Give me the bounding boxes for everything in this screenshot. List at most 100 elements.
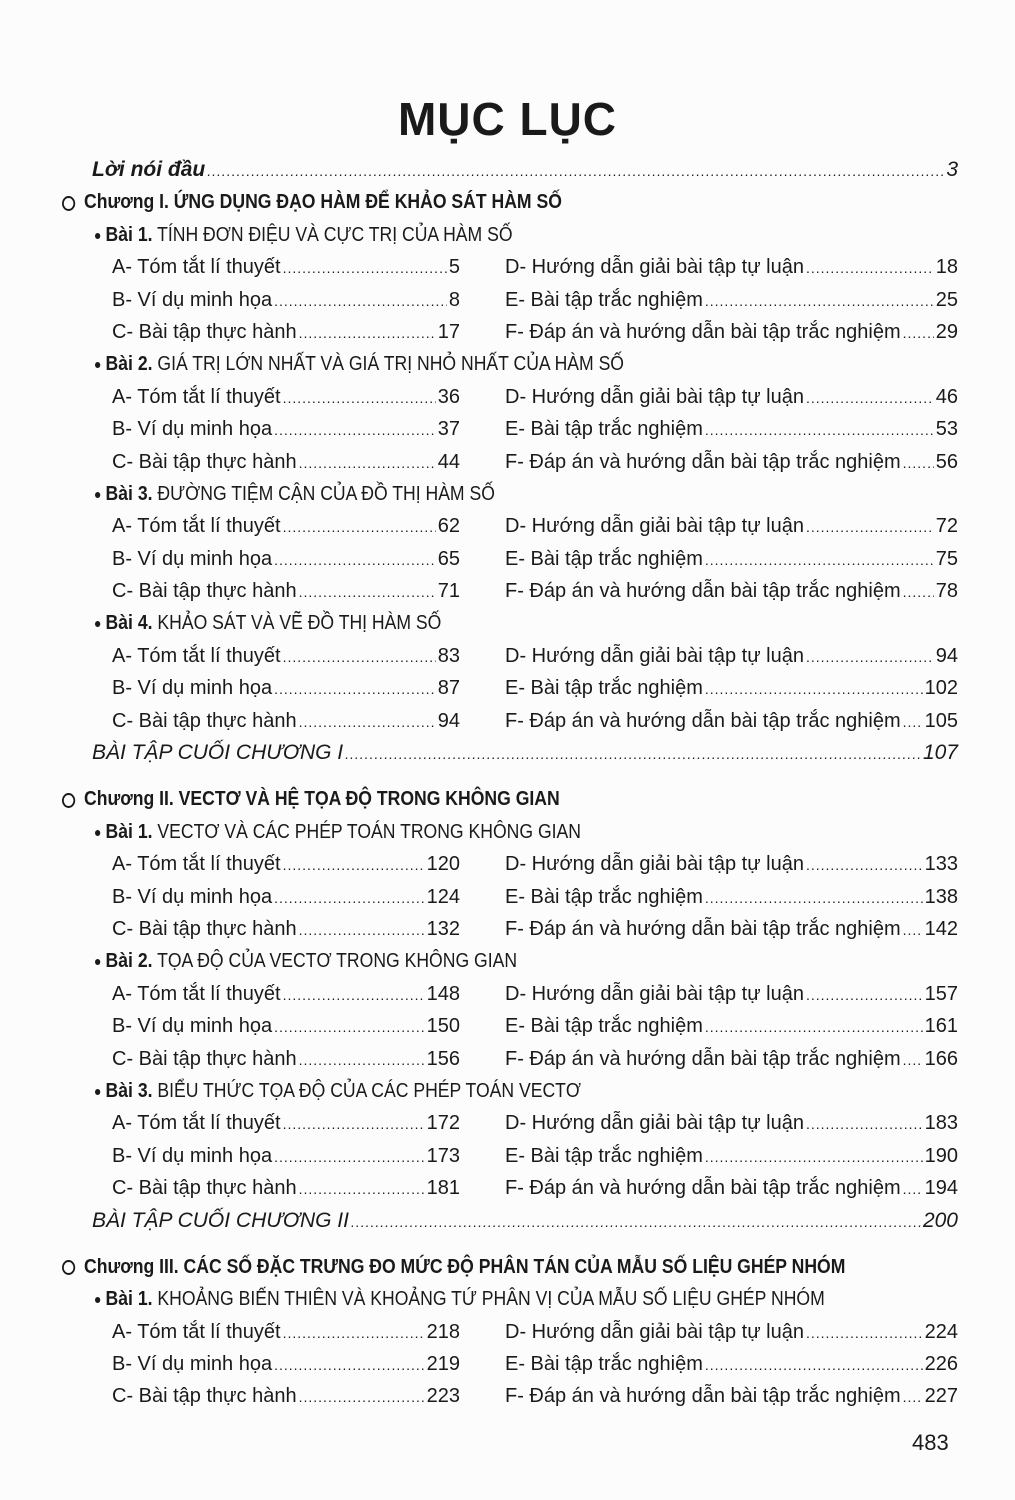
entry-page: 62 — [437, 515, 460, 538]
toc-entry[interactable]: E- Bài tập trắc nghiệm 138 — [505, 881, 958, 913]
toc-entry[interactable]: A- Tóm tắt lí thuyết 36 — [112, 381, 460, 413]
toc-entry[interactable]: B- Ví dụ minh họa 8 — [112, 284, 460, 316]
lesson-heading[interactable]: Bài 2. TỌA ĐỘ CỦA VECTƠ TRONG KHÔNG GIAN — [95, 945, 905, 977]
bullet-icon — [95, 1088, 101, 1095]
lesson-items-row: A- Tóm tắt lí thuyết 120 D- Hướng dẫn giải… — [0, 848, 1015, 880]
lesson-heading[interactable]: Bài 3. BIỂU THỨC TỌA ĐỘ CỦA CÁC PHÉP TOÁ… — [95, 1075, 905, 1107]
right-column: F- Đáp án và hướng dẫn bài tập trắc nghi… — [505, 1380, 958, 1412]
right-column: D- Hướng dẫn giải bài tập tự luận 94 — [505, 640, 958, 672]
entry-page: 65 — [437, 547, 460, 570]
dot-leader — [705, 1011, 923, 1043]
entry-label: D- Hướng dẫn giải bài tập tự luận — [505, 982, 804, 1005]
entry-label: E- Bài tập trắc nghiệm — [505, 547, 703, 570]
toc-entry[interactable]: C- Bài tập thực hành 156 — [112, 1043, 460, 1075]
toc-entry[interactable]: B- Ví dụ minh họa 173 — [112, 1140, 460, 1172]
toc-entry[interactable]: D- Hướng dẫn giải bài tập tự luận 133 — [505, 848, 958, 880]
entry-label: F- Đáp án và hướng dẫn bài tập trắc nghi… — [505, 450, 901, 473]
toc-entry[interactable]: E- Bài tập trắc nghiệm 75 — [505, 543, 958, 575]
toc-entry[interactable]: B- Ví dụ minh họa 87 — [112, 672, 460, 704]
lesson-heading[interactable]: Bài 4. KHẢO SÁT VÀ VẼ ĐỒ THỊ HÀM SỐ — [95, 607, 905, 639]
entry-label: BÀI TẬP CUỐI CHƯƠNG II — [92, 1208, 349, 1232]
toc-entry[interactable]: A- Tóm tắt lí thuyết 5 — [112, 251, 460, 283]
dot-leader — [903, 447, 934, 479]
dot-leader — [903, 317, 934, 349]
lesson-heading[interactable]: Bài 1. VECTƠ VÀ CÁC PHÉP TOÁN TRONG KHÔN… — [95, 816, 905, 848]
dot-leader — [705, 1141, 923, 1173]
chapter-heading[interactable]: Chương III. CÁC SỐ ĐẶC TRƯNG ĐO MỨC ĐỘ P… — [62, 1251, 901, 1283]
toc-entry[interactable]: C- Bài tập thực hành 17 — [112, 316, 460, 348]
toc-entry[interactable]: B- Ví dụ minh họa 124 — [112, 881, 460, 913]
toc-entry[interactable]: F- Đáp án và hướng dẫn bài tập trắc nghi… — [505, 705, 958, 737]
toc-entry-chapter-review[interactable]: BÀI TẬP CUỐI CHƯƠNG II 200 — [92, 1205, 958, 1237]
entry-label: A- Tóm tắt lí thuyết — [112, 1112, 281, 1135]
entry-page: 227 — [924, 1385, 958, 1408]
entry-label: F- Đáp án và hướng dẫn bài tập trắc nghi… — [505, 1385, 901, 1408]
toc-entry[interactable]: D- Hướng dẫn giải bài tập tự luận 157 — [505, 978, 958, 1010]
toc-entry[interactable]: B- Ví dụ minh họa 219 — [112, 1348, 460, 1380]
circle-bullet-icon — [62, 792, 76, 808]
chapter-heading[interactable]: Chương II. VECTƠ VÀ HỆ TỌA ĐỘ TRONG KHÔN… — [62, 783, 901, 815]
lesson-heading[interactable]: Bài 2. GIÁ TRỊ LỚN NHẤT VÀ GIÁ TRỊ NHỎ N… — [95, 348, 905, 380]
toc-entry[interactable]: C- Bài tập thực hành 132 — [112, 913, 460, 945]
toc-entry[interactable]: D- Hướng dẫn giải bài tập tự luận 224 — [505, 1316, 958, 1348]
toc-entry[interactable]: B- Ví dụ minh họa 65 — [112, 543, 460, 575]
toc-entry[interactable]: F- Đáp án và hướng dẫn bài tập trắc nghi… — [505, 1380, 958, 1412]
toc-entry[interactable]: F- Đáp án và hướng dẫn bài tập trắc nghi… — [505, 575, 958, 607]
toc-entry[interactable]: D- Hướng dẫn giải bài tập tự luận 18 — [505, 251, 958, 283]
toc-entry[interactable]: A- Tóm tắt lí thuyết 148 — [112, 978, 460, 1010]
toc-entry[interactable]: B- Ví dụ minh họa 37 — [112, 413, 460, 445]
lesson-items-row: B- Ví dụ minh họa 124 E- Bài tập trắc nghi… — [0, 881, 1015, 913]
entry-label: E- Bài tập trắc nghiệm — [505, 1353, 703, 1376]
toc-entry[interactable]: C- Bài tập thực hành 223 — [112, 1380, 460, 1412]
toc-entry[interactable]: E- Bài tập trắc nghiệm 161 — [505, 1010, 958, 1042]
right-column: F- Đáp án và hướng dẫn bài tập trắc nghi… — [505, 1043, 958, 1075]
bullet-icon — [95, 829, 101, 836]
toc-entry-chapter-review[interactable]: BÀI TẬP CUỐI CHƯƠNG I 107 — [92, 737, 958, 769]
entry-page: 94 — [437, 709, 460, 732]
lesson-heading[interactable]: Bài 1. KHOẢNG BIẾN THIÊN VÀ KHOẢNG TỨ PH… — [95, 1283, 905, 1315]
toc-entry[interactable]: E- Bài tập trắc nghiệm 226 — [505, 1348, 958, 1380]
toc-entry[interactable]: B- Ví dụ minh họa 150 — [112, 1010, 460, 1042]
toc-entry[interactable]: C- Bài tập thực hành 71 — [112, 575, 460, 607]
lesson-heading[interactable]: Bài 1. TÍNH ĐƠN ĐIỆU VÀ CỰC TRỊ CỦA HÀM … — [95, 219, 905, 251]
right-column: D- Hướng dẫn giải bài tập tự luận 183 — [505, 1107, 958, 1139]
toc-entry[interactable]: E- Bài tập trắc nghiệm 102 — [505, 672, 958, 704]
lesson-number: Bài 1. — [105, 223, 153, 246]
toc-entry[interactable]: F- Đáp án và hướng dẫn bài tập trắc nghi… — [505, 316, 958, 348]
dot-leader — [274, 1349, 425, 1381]
toc-entry[interactable]: D- Hướng dẫn giải bài tập tự luận 94 — [505, 640, 958, 672]
entry-page: 8 — [448, 288, 460, 311]
lesson-title: BIỂU THỨC TỌA ĐỘ CỦA CÁC PHÉP TOÁN VECTƠ — [157, 1079, 582, 1102]
toc-entry[interactable]: D- Hướng dẫn giải bài tập tự luận 46 — [505, 381, 958, 413]
lesson-heading[interactable]: Bài 3. ĐƯỜNG TIỆM CẬN CỦA ĐỒ THỊ HÀM SỐ — [95, 478, 905, 510]
entry-page: 200 — [922, 1208, 958, 1232]
entry-page: 94 — [935, 644, 958, 667]
toc-entry[interactable]: D- Hướng dẫn giải bài tập tự luận 183 — [505, 1107, 958, 1139]
toc-entry[interactable]: F- Đáp án và hướng dẫn bài tập trắc nghi… — [505, 913, 958, 945]
toc-entry[interactable]: F- Đáp án và hướng dẫn bài tập trắc nghi… — [505, 1172, 958, 1204]
chapter-heading[interactable]: Chương I. ỨNG DỤNG ĐẠO HÀM ĐỂ KHẢO SÁT H… — [62, 186, 901, 218]
dot-leader — [299, 576, 436, 608]
toc-entry[interactable]: F- Đáp án và hướng dẫn bài tập trắc nghi… — [505, 1043, 958, 1075]
lesson-items-row: B- Ví dụ minh họa 37 E- Bài tập trắc nghiệ… — [0, 413, 1015, 445]
toc-entry[interactable]: A- Tóm tắt lí thuyết 218 — [112, 1316, 460, 1348]
toc-entry[interactable]: C- Bài tập thực hành 181 — [112, 1172, 460, 1204]
toc-entry[interactable]: E- Bài tập trắc nghiệm 53 — [505, 413, 958, 445]
dot-leader — [806, 1317, 923, 1349]
entry-label: E- Bài tập trắc nghiệm — [505, 1015, 703, 1038]
toc-entry[interactable]: A- Tóm tắt lí thuyết 83 — [112, 640, 460, 672]
toc-entry[interactable]: C- Bài tập thực hành 44 — [112, 446, 460, 478]
left-column: C- Bài tập thực hành 17 — [112, 316, 460, 348]
toc-entry[interactable]: C- Bài tập thực hành 94 — [112, 705, 460, 737]
lesson-number: Bài 2. — [105, 950, 153, 973]
toc-entry[interactable]: A- Tóm tắt lí thuyết 120 — [112, 848, 460, 880]
toc-entry[interactable]: E- Bài tập trắc nghiệm 190 — [505, 1140, 958, 1172]
toc-entry[interactable]: A- Tóm tắt lí thuyết 62 — [112, 510, 460, 542]
toc-entry[interactable]: A- Tóm tắt lí thuyết 172 — [112, 1107, 460, 1139]
entry-label: F- Đáp án và hướng dẫn bài tập trắc nghi… — [505, 917, 901, 940]
toc-entry-intro[interactable]: Lời nói đầu 3 — [92, 154, 958, 186]
entry-page: 120 — [426, 853, 460, 876]
toc-entry[interactable]: E- Bài tập trắc nghiệm 25 — [505, 284, 958, 316]
toc-entry[interactable]: F- Đáp án và hướng dẫn bài tập trắc nghi… — [505, 446, 958, 478]
toc-entry[interactable]: D- Hướng dẫn giải bài tập tự luận 72 — [505, 510, 958, 542]
